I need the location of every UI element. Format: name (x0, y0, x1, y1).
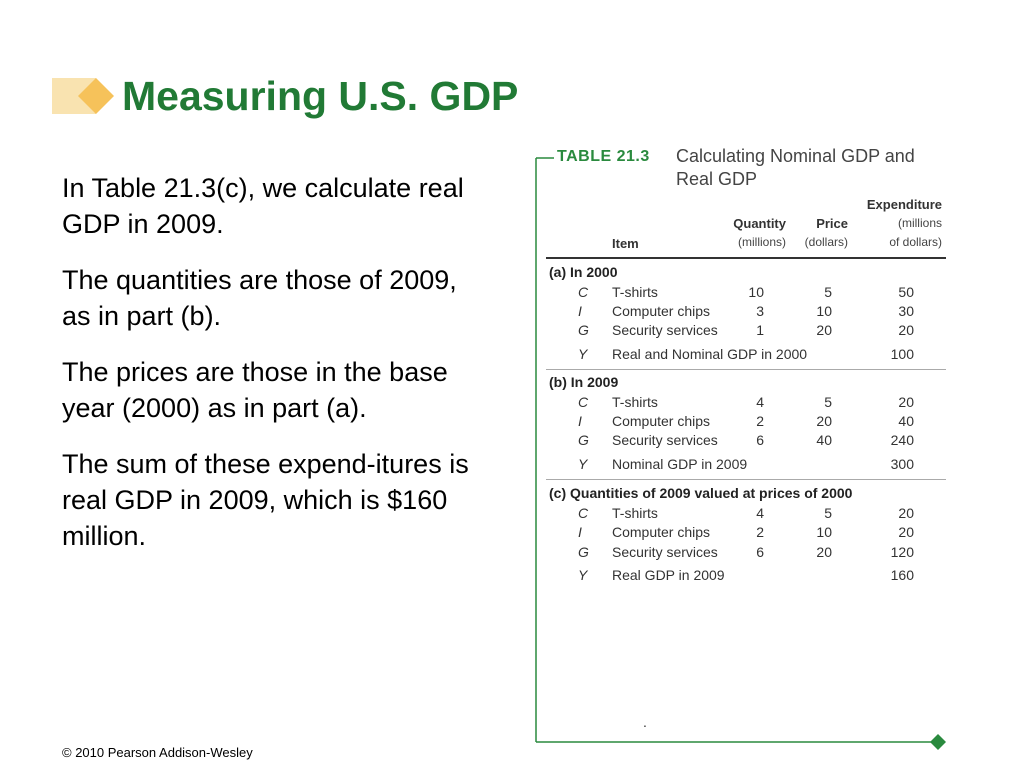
header-quantity-label: Quantity (733, 216, 786, 231)
section-title-a: (a) In 2000 (549, 264, 618, 280)
paragraph: The sum of these expend-itures is real G… (62, 449, 469, 551)
row-expenditure: 30 (898, 303, 914, 319)
section-rule (546, 479, 946, 480)
row-expenditure: 50 (898, 284, 914, 300)
total-code: Y (578, 456, 588, 472)
header-quantity-unit: (millions) (738, 235, 786, 249)
total-code: Y (578, 346, 588, 362)
row-code: I (578, 413, 582, 429)
row-price: 5 (824, 394, 832, 410)
row-expenditure: 20 (898, 322, 914, 338)
total-expenditure: 300 (890, 456, 914, 472)
header-item: Item (612, 236, 639, 251)
total-expenditure: 100 (890, 346, 914, 362)
row-item: Computer chips (612, 413, 711, 429)
row-price: 40 (816, 432, 832, 448)
row-item: T-shirts (612, 394, 658, 410)
row-price: 20 (816, 544, 832, 560)
row-expenditure: 20 (898, 505, 914, 521)
row-price: 5 (824, 505, 832, 521)
row-expenditure: 20 (898, 524, 914, 540)
table-label: TABLE 21.3 (557, 148, 650, 165)
paragraph: The quantities are those of 2009, as in … (62, 265, 457, 331)
row-code: G (578, 322, 589, 338)
section-rule (546, 369, 946, 370)
row-quantity: 3 (756, 303, 764, 319)
row-code: C (578, 394, 589, 410)
row-quantity: 1 (756, 322, 764, 338)
header-expenditure: Expenditure (millions of dollars) (850, 195, 942, 252)
row-code: C (578, 505, 589, 521)
table-frame (535, 157, 946, 750)
row-quantity: 4 (756, 505, 764, 521)
row-price: 10 (816, 303, 832, 319)
header-quantity: Quantity (millions) (720, 214, 786, 252)
stray-dot: . (643, 714, 647, 730)
row-expenditure: 20 (898, 394, 914, 410)
section-title-b: (b) In 2009 (549, 374, 619, 390)
row-item: T-shirts (612, 505, 658, 521)
row-code: G (578, 432, 589, 448)
total-item: Real and Nominal GDP in 2000 (612, 346, 808, 362)
header-price: Price (dollars) (790, 214, 848, 252)
row-item: T-shirts (612, 284, 658, 300)
row-item: Security services (612, 432, 718, 448)
row-quantity: 2 (756, 413, 764, 429)
copyright-footer: © 2010 Pearson Addison-Wesley (62, 745, 253, 760)
header-rule (546, 257, 946, 259)
header-price-label: Price (816, 216, 848, 231)
header-price-unit: (dollars) (804, 235, 848, 249)
row-expenditure: 240 (890, 432, 914, 448)
table-caption: Calculating Nominal GDP and Real GDP (676, 146, 915, 189)
row-quantity: 2 (756, 524, 764, 540)
row-code: C (578, 284, 589, 300)
row-code: I (578, 303, 582, 319)
total-item: Nominal GDP in 2009 (612, 456, 748, 472)
row-quantity: 4 (756, 394, 764, 410)
row-expenditure: 40 (898, 413, 914, 429)
row-quantity: 6 (756, 432, 764, 448)
row-quantity: 6 (756, 544, 764, 560)
title-decoration (52, 78, 114, 114)
slide-title: Measuring U.S. GDP (122, 73, 519, 119)
section-title-c: (c) Quantities of 2009 valued at prices … (549, 485, 853, 501)
row-item: Security services (612, 322, 718, 338)
row-price: 5 (824, 284, 832, 300)
row-quantity: 10 (748, 284, 764, 300)
row-item: Security services (612, 544, 718, 560)
row-item: Computer chips (612, 303, 711, 319)
total-expenditure: 160 (890, 567, 914, 583)
total-code: Y (578, 567, 588, 583)
header-expenditure-unit-1: (millions (897, 216, 942, 230)
total-item: Real GDP in 2009 (612, 567, 725, 583)
header-expenditure-label: Expenditure (866, 197, 942, 212)
row-price: 20 (816, 322, 832, 338)
header-expenditure-unit-2: of dollars) (889, 235, 942, 249)
row-code: G (578, 544, 589, 560)
row-price: 10 (816, 524, 832, 540)
slide-body: In Table 21.3(c), we calculate real GDP … (62, 170, 492, 574)
row-item: Computer chips (612, 524, 711, 540)
paragraph: In Table 21.3(c), we calculate real GDP … (62, 173, 464, 239)
row-price: 20 (816, 413, 832, 429)
row-expenditure: 120 (890, 544, 914, 560)
paragraph: The prices are those in the base year (2… (62, 357, 448, 423)
row-code: I (578, 524, 582, 540)
